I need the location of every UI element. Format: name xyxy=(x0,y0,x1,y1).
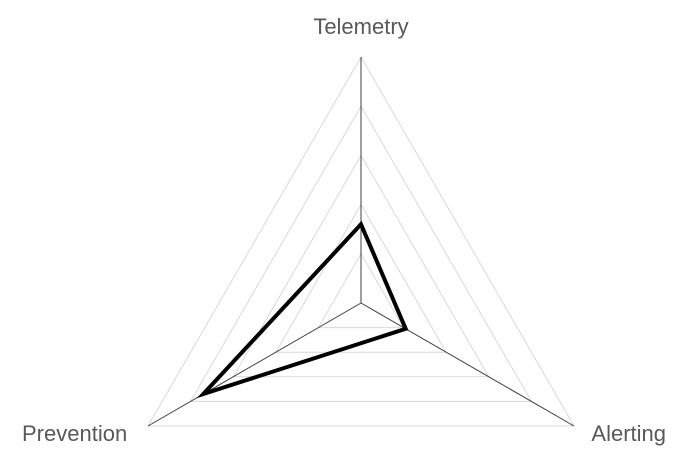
series-layer xyxy=(196,220,409,399)
axis-label-telemetry: Telemetry xyxy=(313,14,408,39)
axis-line-alerting xyxy=(360,302,575,427)
grid-ring-4 xyxy=(189,105,533,402)
axis-lines xyxy=(147,57,575,427)
grid-ring-3 xyxy=(232,154,490,378)
grid-ring-5 xyxy=(147,55,575,427)
grid-ring-1 xyxy=(317,252,405,329)
axis-label-alerting: Alerting xyxy=(591,421,666,446)
axis-line-prevention xyxy=(147,302,362,427)
grid-ring-2 xyxy=(274,203,448,353)
axis-labels: Telemetry Alerting Prevention xyxy=(22,14,666,446)
series-polygon-0 xyxy=(196,220,409,399)
grid-rings xyxy=(147,55,575,427)
axis-label-prevention: Prevention xyxy=(22,421,127,446)
